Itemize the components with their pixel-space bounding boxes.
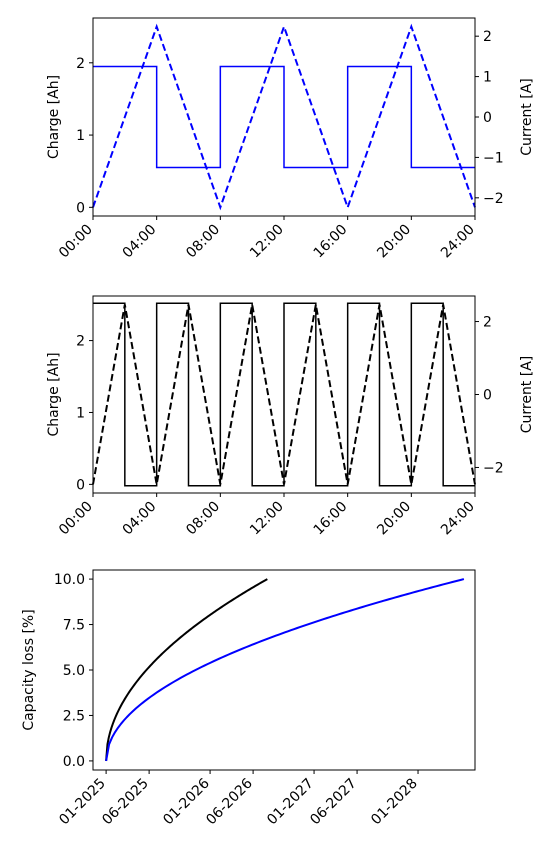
x-tick-label: 12:00 — [247, 499, 287, 539]
x-tick-label: 12:00 — [247, 222, 287, 262]
x-tick-label: 01-2027 — [264, 776, 317, 829]
x-tick-label: 01-2026 — [160, 775, 213, 828]
y-tick-label: 2.5 — [63, 708, 85, 724]
x-tick-label: 00:00 — [56, 222, 96, 262]
y-tick-label: 0 — [76, 200, 85, 216]
x-tick-label: 04:00 — [120, 499, 160, 539]
y-right-tick-label: 2 — [483, 315, 492, 331]
y-right-tick-label: −1 — [483, 150, 504, 166]
y-tick-label: 1 — [76, 405, 85, 421]
x-tick-label: 01-2025 — [56, 776, 109, 829]
x-tick-label: 24:00 — [438, 499, 478, 539]
y-right-tick-label: −2 — [483, 191, 504, 207]
x-tick-label: 20:00 — [374, 499, 414, 539]
y-tick-label: 7.5 — [63, 618, 85, 634]
x-tick-label: 08:00 — [183, 499, 223, 539]
x-tick-label: 24:00 — [438, 222, 478, 262]
x-tick-label: 06-2025 — [99, 776, 152, 829]
y-tick-label: 2 — [76, 56, 85, 72]
current-line — [93, 65, 475, 169]
y-tick-label: 0.0 — [63, 754, 85, 770]
x-tick-label: 01-2028 — [368, 776, 421, 829]
plot-frame — [92, 569, 476, 771]
charge-current-panel-2h: 00:00 04:00 08:00 12:00 16:00 20:00 24:00 0 1 2 −2… — [46, 295, 535, 539]
y-tick-label: 0 — [76, 477, 85, 493]
y-tick-label: 5.0 — [63, 663, 85, 679]
y-axis-label: Charge [Ah] — [46, 352, 62, 436]
x-tick-label: 08:00 — [183, 222, 223, 262]
x-tick-label: 06-2027 — [307, 776, 360, 829]
y-right-tick-label: 0 — [483, 388, 492, 404]
y-tick-label: 10.0 — [54, 572, 85, 588]
x-tick-label: 16:00 — [311, 499, 351, 539]
x-tick-label: 06-2026 — [203, 775, 256, 828]
y-right-tick-label: 2 — [483, 29, 492, 45]
y-right-tick-label: −2 — [483, 460, 504, 476]
y-right-tick-label: 0 — [483, 110, 492, 126]
x-tick-label: 20:00 — [374, 222, 414, 262]
y-right-tick-label: 1 — [483, 70, 492, 86]
charge-line — [92, 23, 476, 211]
y-axis-label-right: Current [A] — [519, 356, 535, 434]
y-axis-label: Charge [Ah] — [46, 75, 62, 159]
y-axis-label-right: Current [A] — [519, 78, 535, 156]
capacity-loss-line-black — [105, 578, 268, 761]
y-axis-label: Capacity loss [%] — [21, 609, 37, 730]
capacity-loss-line-blue — [105, 578, 465, 762]
y-tick-label: 2 — [76, 334, 85, 350]
x-tick-label: 16:00 — [311, 222, 351, 262]
x-tick-label: 00:00 — [56, 499, 96, 539]
current-line — [93, 302, 475, 487]
y-tick-label: 1 — [76, 128, 85, 144]
x-tick-label: 04:00 — [120, 222, 160, 262]
charge-current-panel-4h: 00:00 04:00 08:00 12:00 16:00 20:00 24:00 0 1 2 −2… — [46, 17, 535, 262]
